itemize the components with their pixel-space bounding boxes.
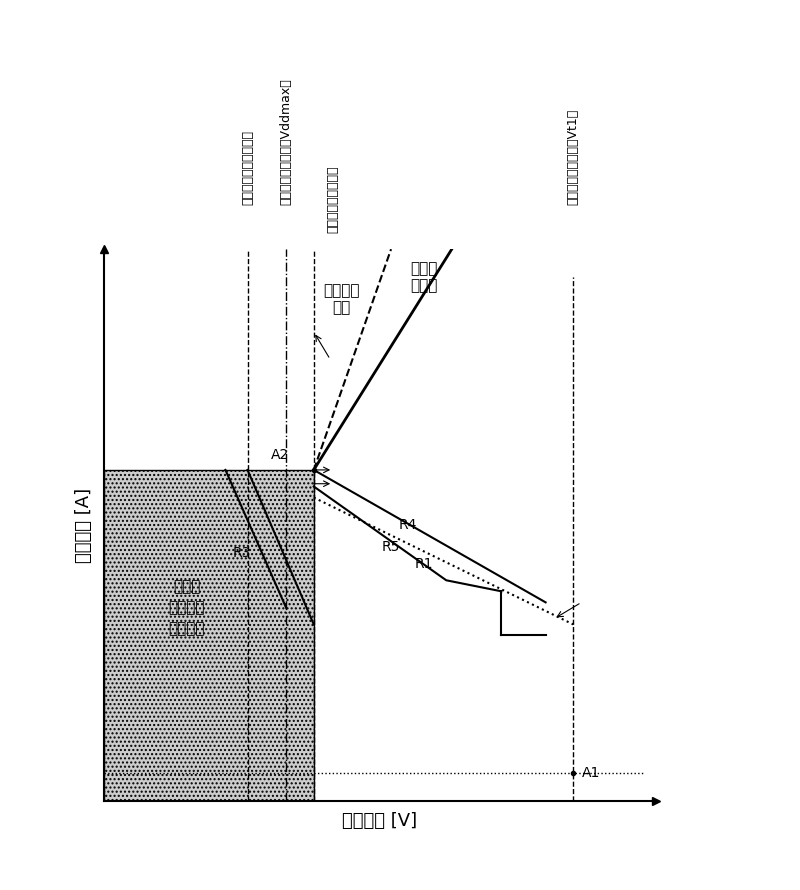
Text: 本发明
的特性: 本发明 的特性 (410, 261, 438, 294)
Text: 保护动作开始电压（Vt1）: 保护动作开始电压（Vt1） (566, 109, 580, 205)
Y-axis label: 漏极电流 [A]: 漏极电流 [A] (75, 488, 93, 562)
Text: A1: A1 (582, 766, 600, 781)
Text: 最大动作电源电压（Vddmax）: 最大动作电源电压（Vddmax） (280, 78, 293, 205)
Text: A2: A2 (270, 448, 289, 462)
Text: R5: R5 (382, 540, 400, 554)
X-axis label: 漏极电压 [V]: 漏极电压 [V] (342, 812, 418, 830)
Text: 保持电压（现有技术）: 保持电压（现有技术） (241, 130, 254, 205)
Text: R1: R1 (415, 557, 434, 570)
Text: R3: R3 (233, 546, 251, 560)
Text: 现有技术
特性: 现有技术 特性 (323, 283, 360, 315)
Text: 保持电压（本发明）: 保持电压（本发明） (326, 166, 339, 232)
Text: R4: R4 (398, 518, 417, 532)
Text: 被保护
电路通常
动作区域: 被保护 电路通常 动作区域 (169, 579, 205, 636)
Bar (104, 470, 314, 801)
